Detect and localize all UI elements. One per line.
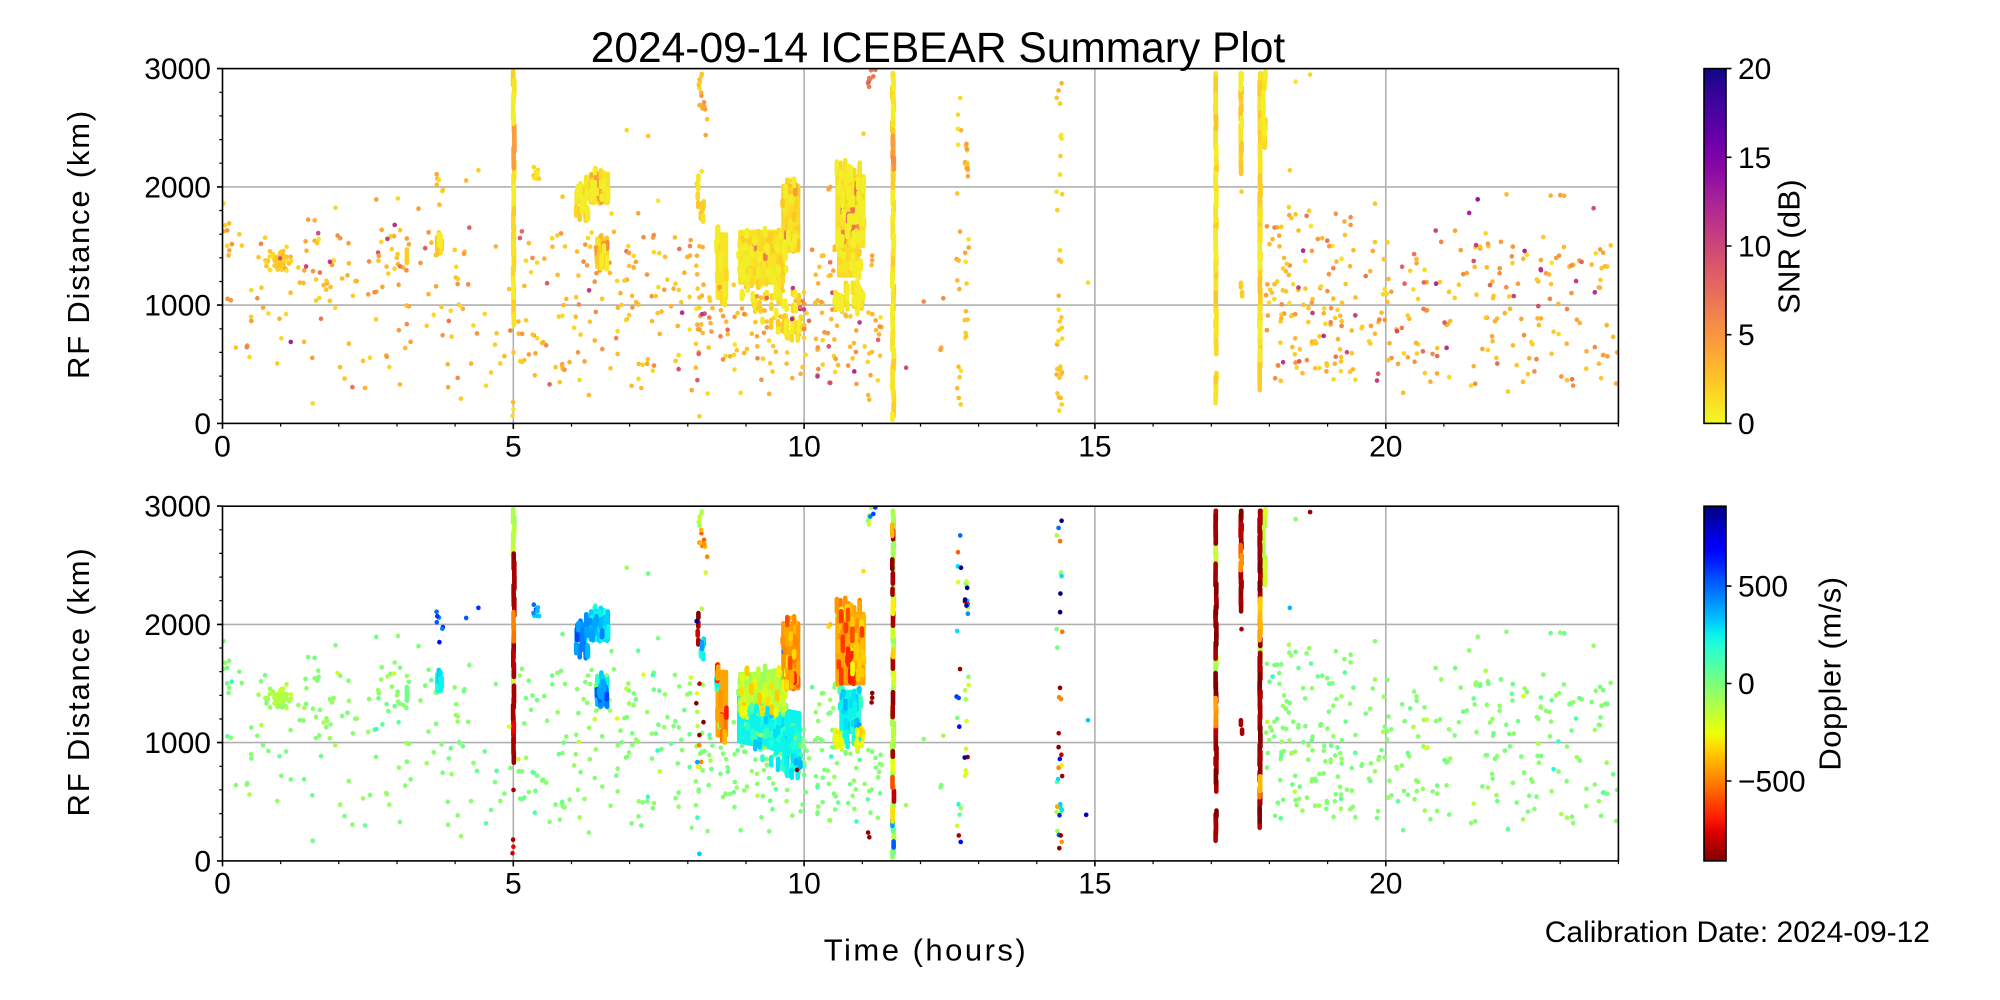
svg-text:Doppler (m/s): Doppler (m/s) (1813, 576, 1848, 770)
svg-text:0: 0 (214, 431, 231, 464)
svg-text:10: 10 (787, 868, 820, 901)
svg-text:0: 0 (194, 845, 211, 878)
svg-text:15: 15 (1738, 142, 1771, 175)
svg-text:2000: 2000 (144, 609, 211, 642)
svg-text:RF Distance (km): RF Distance (km) (61, 109, 96, 379)
svg-text:0: 0 (194, 408, 211, 441)
svg-text:Time (hours): Time (hours) (824, 933, 1029, 968)
svg-text:0: 0 (214, 868, 231, 901)
svg-text:5: 5 (505, 868, 522, 901)
svg-text:20: 20 (1738, 53, 1771, 86)
svg-text:1000: 1000 (144, 290, 211, 323)
svg-text:RF Distance (km): RF Distance (km) (61, 547, 96, 817)
svg-text:0: 0 (1738, 668, 1755, 701)
svg-text:500: 500 (1738, 571, 1788, 604)
svg-text:SNR (dB): SNR (dB) (1772, 179, 1807, 314)
svg-text:10: 10 (787, 431, 820, 464)
svg-text:10: 10 (1738, 231, 1771, 264)
svg-text:2024-09-14 ICEBEAR Summary Plo: 2024-09-14 ICEBEAR Summary Plot (591, 25, 1286, 72)
svg-text:20: 20 (1369, 868, 1402, 901)
svg-text:5: 5 (505, 431, 522, 464)
svg-text:3000: 3000 (144, 53, 211, 86)
svg-text:15: 15 (1078, 431, 1111, 464)
svg-text:3000: 3000 (144, 491, 211, 524)
svg-text:Calibration Date: 2024-09-12: Calibration Date: 2024-09-12 (1545, 916, 1930, 949)
svg-text:2000: 2000 (144, 171, 211, 204)
svg-text:1000: 1000 (144, 727, 211, 760)
svg-text:20: 20 (1369, 431, 1402, 464)
svg-text:−500: −500 (1738, 766, 1806, 799)
svg-text:15: 15 (1078, 868, 1111, 901)
svg-text:5: 5 (1738, 319, 1755, 352)
svg-text:0: 0 (1738, 408, 1755, 441)
